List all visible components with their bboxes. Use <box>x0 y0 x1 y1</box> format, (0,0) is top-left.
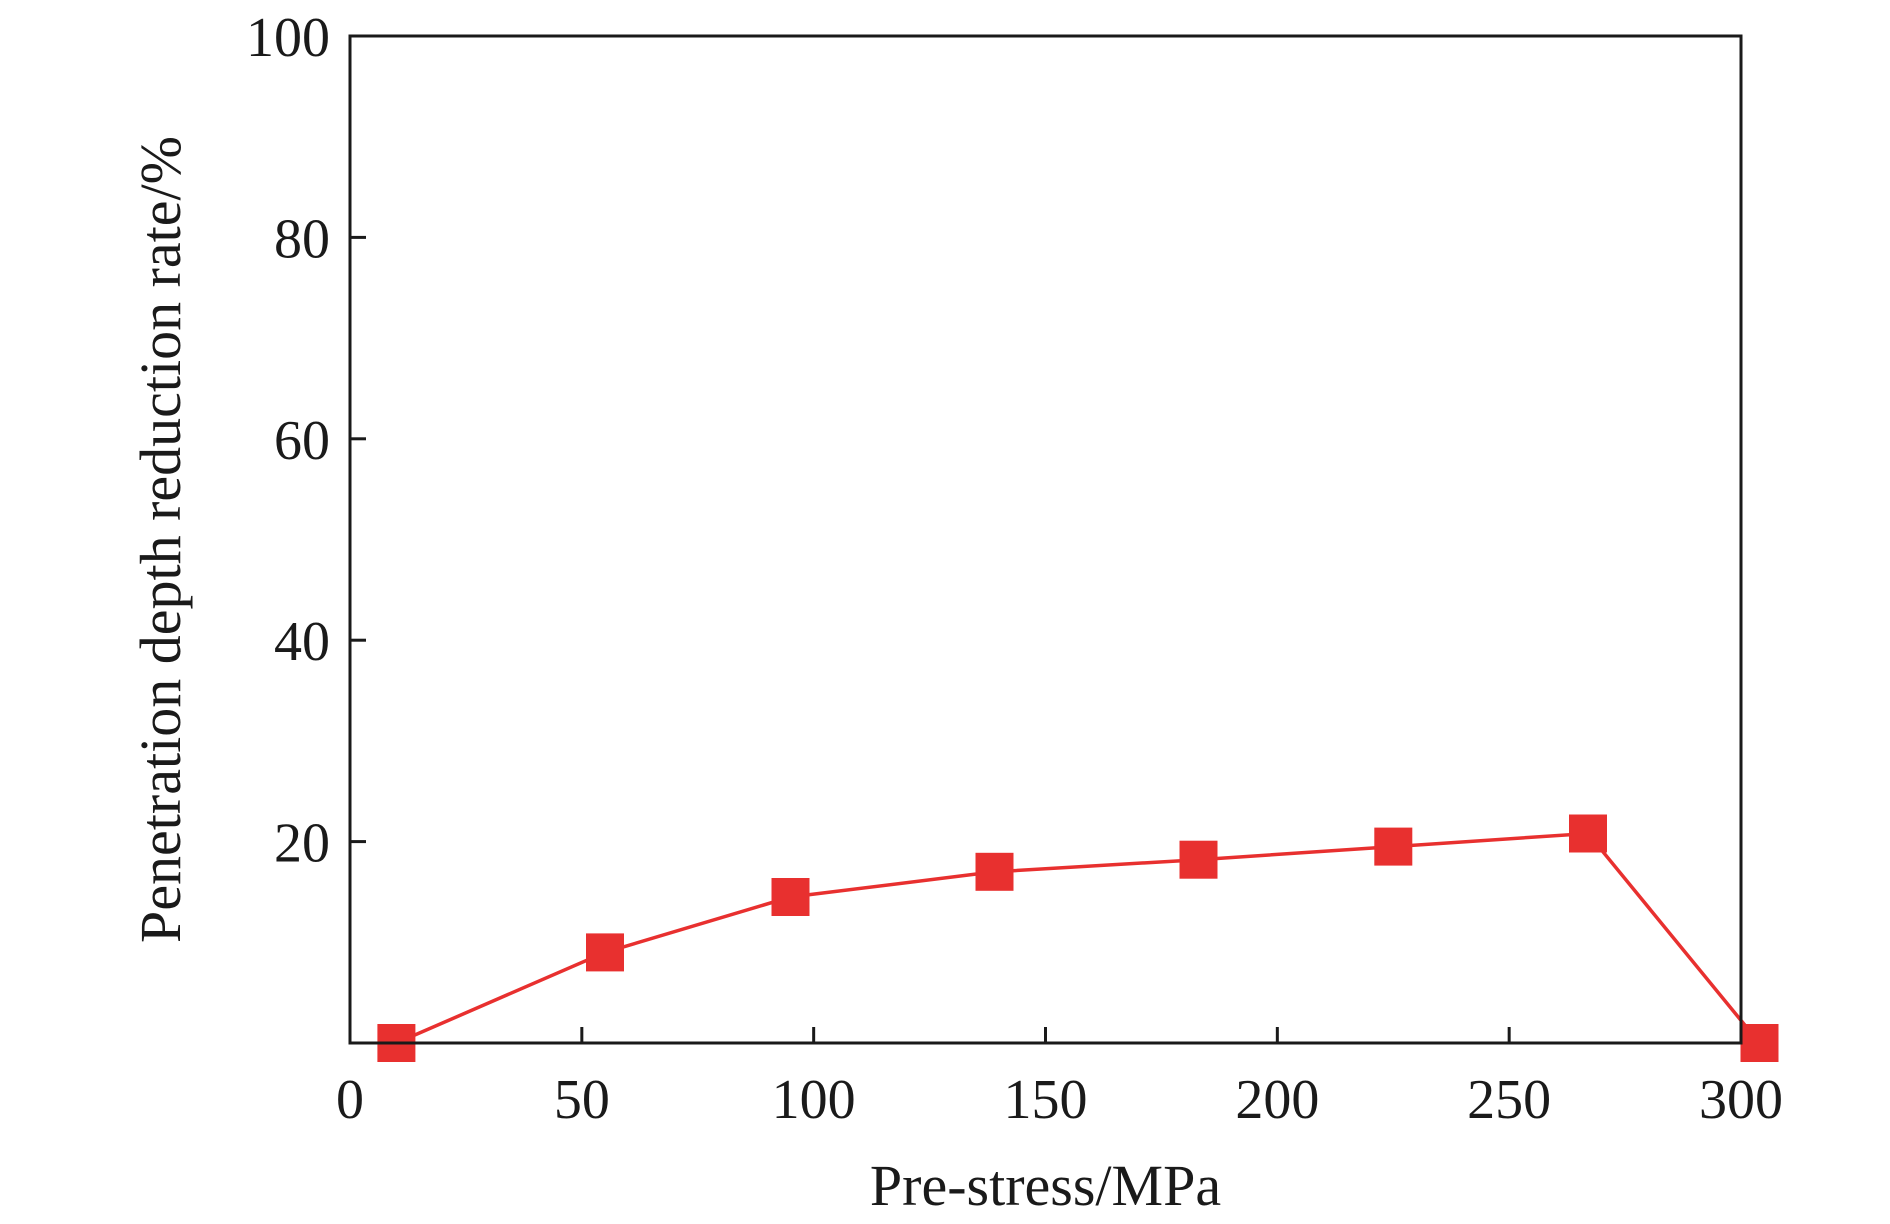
data-point-marker <box>586 933 624 972</box>
x-tick-label: 200 <box>1235 1069 1319 1131</box>
series-layer <box>377 814 1779 1062</box>
x-tick-label: 300 <box>1699 1069 1783 1131</box>
data-point-marker <box>1569 814 1607 853</box>
data-point-marker <box>1179 840 1218 879</box>
x-tick-label: 0 <box>336 1069 364 1131</box>
y-tick-label: 20 <box>274 813 330 875</box>
data-point-marker <box>975 852 1014 891</box>
x-tick-label: 150 <box>1004 1069 1088 1131</box>
x-tick-label: 100 <box>772 1069 856 1131</box>
x-tick-label: 50 <box>554 1069 610 1131</box>
y-tick-label: 80 <box>274 208 330 270</box>
data-point-marker <box>1740 1024 1779 1062</box>
y-axis-label: Penetration depth reduction rate/% <box>128 136 193 943</box>
y-tick-label: 60 <box>274 410 330 472</box>
series-line <box>395 831 1761 1045</box>
y-tick-label: 100 <box>246 7 330 69</box>
x-axis-label: Pre-stress/MPa <box>870 1153 1221 1218</box>
ticks-layer: 0 50 100 150 200 250 300 20 40 60 80 100 <box>246 7 1783 1131</box>
x-tick-label: 250 <box>1467 1069 1551 1131</box>
y-tick-label: 40 <box>274 611 330 673</box>
data-point-marker <box>771 878 810 916</box>
data-point-marker <box>1374 827 1413 866</box>
plot-frame <box>348 34 1743 1045</box>
